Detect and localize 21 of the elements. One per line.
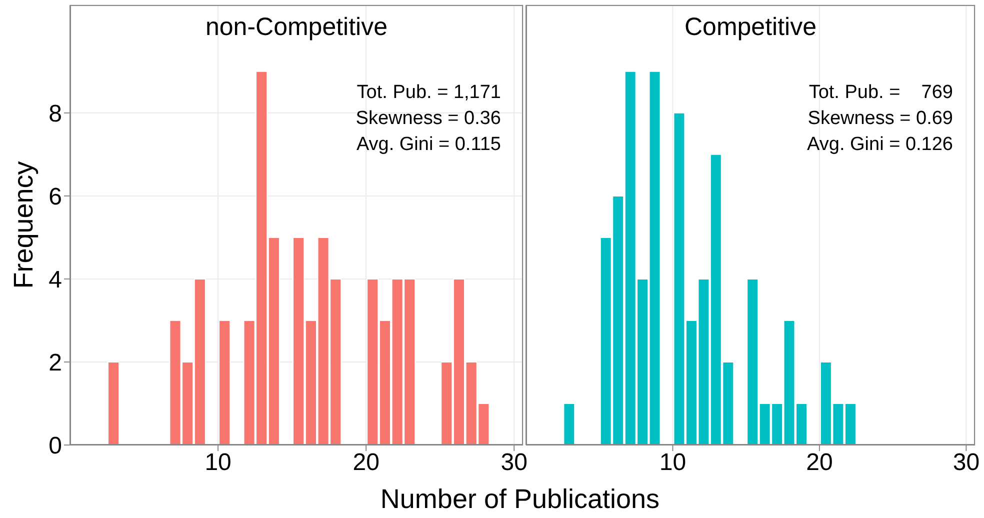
y-tick-label: 8 bbox=[48, 100, 62, 128]
x-tick-label: 10 bbox=[204, 449, 232, 476]
x-tick-label: 20 bbox=[352, 449, 380, 476]
annotation: Avg. Gini = 0.126 bbox=[807, 133, 953, 157]
y-tick-label: 2 bbox=[48, 350, 62, 376]
annotation: Avg. Gini = 0.115 bbox=[356, 133, 501, 157]
x-tick-label: 20 bbox=[806, 449, 833, 476]
annotation: Skewness = 0.69 bbox=[807, 107, 953, 131]
y-tick-label: 4 bbox=[48, 266, 62, 294]
annotation: Skewness = 0.36 bbox=[356, 107, 501, 131]
x-tick-label: 30 bbox=[500, 449, 528, 476]
x-tick-label: 30 bbox=[952, 449, 980, 476]
annotation: Tot. Pub. = 1,171 bbox=[356, 81, 501, 105]
y-tick-label: 0 bbox=[48, 432, 62, 460]
chart-title: Competitive bbox=[684, 13, 818, 42]
annotation: Tot. Pub. = 769 bbox=[808, 81, 953, 105]
y-tick-label: 6 bbox=[48, 183, 62, 210]
x-tick-label: 10 bbox=[659, 449, 686, 476]
x-axis-title: Number of Publications bbox=[379, 484, 661, 515]
y-axis-title: Frequency bbox=[8, 161, 40, 289]
chart-title: non-Competitive bbox=[204, 13, 389, 42]
